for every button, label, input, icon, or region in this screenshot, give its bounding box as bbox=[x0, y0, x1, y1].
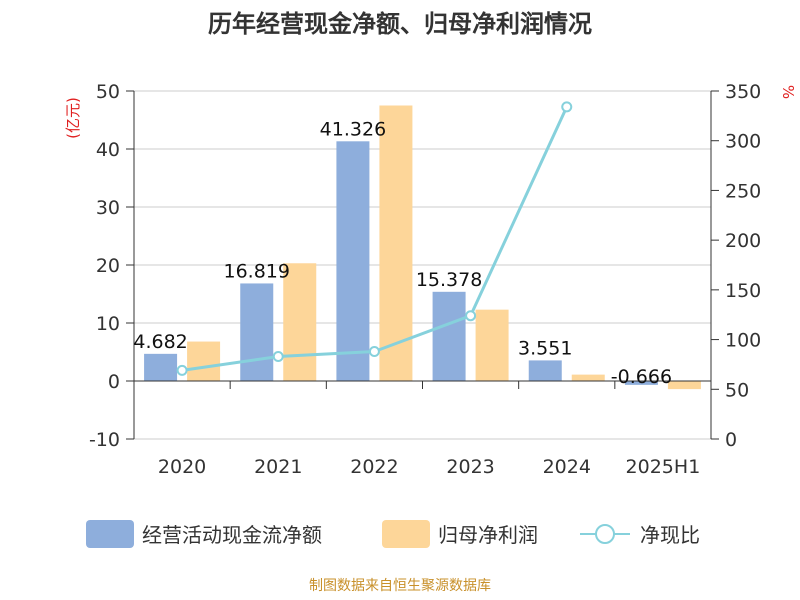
legend-item-ratio[interactable]: 净现比 bbox=[580, 523, 700, 547]
ratio-point bbox=[465, 310, 477, 322]
left-tick-label: 0 bbox=[108, 371, 120, 393]
bar-net-profit bbox=[667, 381, 701, 390]
ratio-point bbox=[176, 364, 188, 376]
legend-swatch-ratio-marker bbox=[595, 524, 615, 544]
ratio-point bbox=[561, 101, 573, 113]
left-tick-label: 20 bbox=[96, 255, 120, 277]
ratio-line bbox=[176, 101, 573, 376]
ratio-line-path bbox=[181, 106, 569, 372]
bar-net-profit bbox=[283, 263, 317, 381]
ratio-point bbox=[272, 350, 284, 362]
bar-cash-flow bbox=[624, 381, 658, 385]
bar-net-profit bbox=[379, 105, 413, 381]
right-tick-label: 0 bbox=[725, 429, 737, 451]
right-tick-label: 250 bbox=[725, 180, 761, 202]
bar-net-profit bbox=[475, 309, 509, 381]
x-tick-label: 2021 bbox=[254, 456, 302, 478]
left-axis-unit: (亿元) bbox=[64, 97, 82, 139]
right-tick-label: 300 bbox=[725, 131, 761, 153]
bar-cash-flow bbox=[432, 291, 466, 381]
data-labels: 4.682 16.819 41.326 15.378 3.551 -0.666 bbox=[133, 118, 672, 388]
data-label-cash-flow: 41.326 bbox=[320, 118, 386, 140]
source-note: 制图数据来自恒生聚源数据库 bbox=[309, 578, 491, 594]
gridlines bbox=[134, 90, 711, 440]
legend-label-ratio: 净现比 bbox=[640, 523, 700, 547]
right-tick-label: 100 bbox=[725, 330, 761, 352]
right-tick-label: 150 bbox=[725, 280, 761, 302]
x-tick-label: 2022 bbox=[350, 456, 398, 478]
chart-title: 历年经营现金净额、归母净利润情况 bbox=[208, 10, 592, 38]
x-tick-label: 2020 bbox=[158, 456, 206, 478]
left-tick-label: 50 bbox=[96, 81, 120, 103]
legend-swatch-cash-flow bbox=[86, 520, 134, 548]
x-tick-label: 2025H1 bbox=[626, 456, 701, 478]
axes: -10 0 10 20 30 40 50 0 50 100 150 200 250 300 350 2020 2… bbox=[89, 81, 761, 478]
right-axis-unit: % bbox=[779, 85, 797, 99]
bar-net-profit bbox=[187, 341, 221, 381]
bar-net-profit bbox=[571, 374, 605, 381]
legend-item-net-profit[interactable]: 归母净利润 bbox=[382, 520, 538, 548]
bar-cash-flow bbox=[240, 283, 274, 381]
data-label-cash-flow: 16.819 bbox=[224, 260, 290, 282]
left-tick-label: -10 bbox=[89, 429, 120, 451]
bar-cash-flow bbox=[528, 360, 562, 381]
data-label-cash-flow: -0.666 bbox=[611, 366, 672, 388]
right-tick-label: 350 bbox=[725, 81, 761, 103]
legend-swatch-net-profit bbox=[382, 520, 430, 548]
x-tick-label: 2023 bbox=[446, 456, 494, 478]
legend: 经营活动现金流净额 归母净利润 净现比 bbox=[86, 520, 700, 548]
left-tick-label: 40 bbox=[96, 139, 120, 161]
bars bbox=[144, 105, 701, 390]
right-tick-label: 50 bbox=[725, 379, 749, 401]
x-tick-label: 2024 bbox=[543, 456, 591, 478]
legend-label-net-profit: 归母净利润 bbox=[438, 523, 538, 547]
legend-label-cash-flow: 经营活动现金流净额 bbox=[142, 523, 322, 547]
data-label-cash-flow: 15.378 bbox=[416, 269, 482, 291]
left-tick-label: 30 bbox=[96, 197, 120, 219]
bar-cash-flow bbox=[144, 353, 178, 381]
ratio-point bbox=[368, 346, 380, 358]
data-label-cash-flow: 3.551 bbox=[518, 337, 572, 359]
right-tick-label: 200 bbox=[725, 230, 761, 252]
left-tick-label: 10 bbox=[96, 313, 120, 335]
bar-cash-flow bbox=[336, 141, 370, 381]
legend-item-cash-flow[interactable]: 经营活动现金流净额 bbox=[86, 520, 322, 548]
data-label-cash-flow: 4.682 bbox=[133, 331, 187, 353]
